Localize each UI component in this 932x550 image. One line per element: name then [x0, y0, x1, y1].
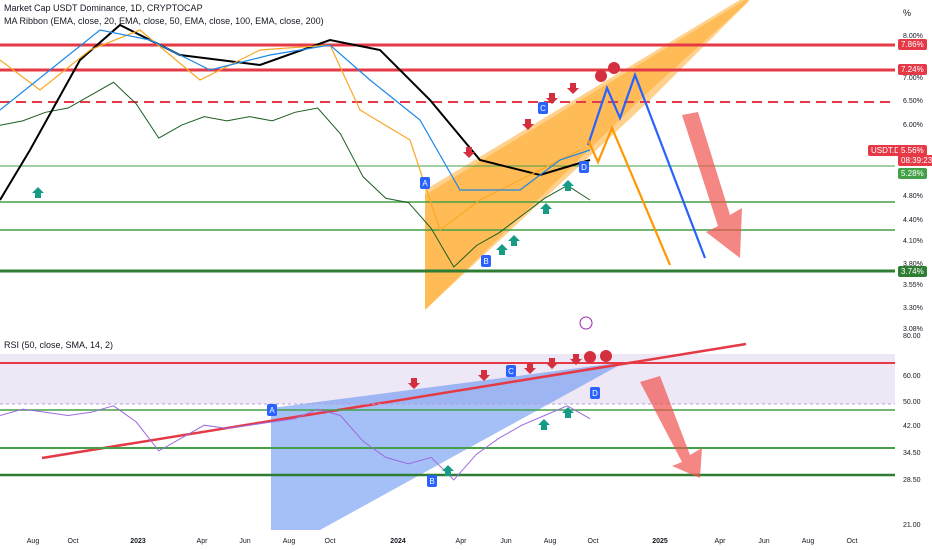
x-tick-label: Aug	[802, 538, 815, 545]
x-tick-label: Oct	[68, 538, 79, 545]
red-down-arrow	[463, 147, 475, 158]
green-up-arrow	[538, 419, 550, 430]
x-tick-label: Aug	[544, 538, 557, 545]
price-tick-label: 8.00%	[903, 33, 923, 40]
chart-title: Market Cap USDT Dominance, 1D, CRYPTOCAP	[4, 3, 203, 13]
red-down-arrow	[524, 363, 536, 374]
price-tick-label: 3.55%	[903, 282, 923, 289]
price-tick-label: 4.40%	[903, 217, 923, 224]
blue-projection	[586, 71, 707, 259]
price-series	[0, 81, 591, 268]
price-tick-label: 7.00%	[903, 75, 923, 82]
red-down-arrow	[408, 378, 420, 389]
rsi-series	[0, 405, 591, 481]
rsi-label: RSI (50, close, SMA, 14, 2)	[4, 340, 114, 350]
green-up-arrow	[508, 235, 520, 246]
marker-label: D	[581, 163, 587, 172]
rsi-tick-label: 21.00	[903, 522, 921, 529]
green-up-arrow	[540, 203, 552, 214]
rsi-tick-label: 60.00	[903, 373, 921, 380]
marker-label-box	[538, 102, 548, 114]
marker-label: B	[483, 257, 488, 266]
marker-label-box	[590, 387, 600, 399]
price-levels	[0, 43, 895, 273]
green-up-arrow	[562, 407, 574, 418]
marker-label: C	[508, 367, 514, 376]
price-tick-label: 6.50%	[903, 98, 923, 105]
percent-label: %	[903, 8, 912, 18]
marker-label-box	[267, 404, 277, 416]
price-tick-label: 6.00%	[903, 122, 923, 129]
tag-symbol: USDT.D	[868, 145, 903, 156]
x-tick-label: Jun	[500, 538, 511, 545]
x-tick-label: Apr	[197, 538, 209, 545]
signal-markers: A B C D A B C D	[32, 62, 620, 487]
marker-label: B	[429, 477, 434, 486]
orange-projection	[586, 125, 672, 266]
red-circle-marker	[608, 62, 620, 74]
marker-label: C	[540, 104, 546, 113]
x-tick-label: Apr	[456, 538, 468, 545]
tag-3-74: 3.74%	[898, 266, 927, 277]
tag-5-28: 5.28%	[898, 168, 927, 179]
marker-label: D	[592, 389, 598, 398]
x-tick-label: Apr	[715, 538, 727, 545]
green-up-arrow	[496, 244, 508, 255]
down-arrow-rsi	[640, 376, 702, 478]
x-tick-label: Aug	[283, 538, 296, 545]
price-tick-label: 3.30%	[903, 305, 923, 312]
red-down-arrow	[567, 83, 579, 94]
red-down-arrow	[478, 370, 490, 381]
y-axis: 8.00%7.00%6.50%6.00%5.50%5.00%4.80%4.40%…	[903, 33, 923, 529]
down-arrow-price	[682, 112, 742, 258]
price-tick-label: 4.80%	[903, 193, 923, 200]
x-tick-label: Oct	[588, 538, 599, 545]
orange-wedge-fill	[425, 0, 748, 310]
rsi-tick-label: 42.00	[903, 423, 921, 430]
rsi-tick-label: 50.00	[903, 399, 921, 406]
x-tick-label: Jun	[239, 538, 250, 545]
x-tick-label: Oct	[325, 538, 336, 545]
red-down-arrow	[546, 93, 558, 104]
red-circle-marker	[584, 351, 596, 363]
green-up-arrow	[562, 180, 574, 191]
x-tick-label: Aug	[27, 538, 40, 545]
red-circle-marker	[595, 70, 607, 82]
marker-label-box	[481, 255, 491, 267]
rsi-tick-label: 80.00	[903, 333, 921, 340]
marker-label-box	[506, 365, 516, 377]
ma-ribbon-label: MA Ribbon (EMA, close, 20, EMA, close, 5…	[4, 16, 324, 26]
price-tick-label: 3.08%	[903, 326, 923, 333]
tag-countdown: 08:39:23	[898, 155, 932, 166]
red-down-arrow	[522, 119, 534, 130]
lightning-icon	[579, 316, 593, 330]
tag-7-86: 7.86%	[898, 39, 927, 50]
tag-current: 5.56%	[898, 145, 927, 156]
price-tick-label: 4.10%	[903, 238, 923, 245]
green-up-arrow	[32, 187, 44, 198]
x-axis: Aug Oct 2023 Apr Jun Aug Oct 2024 Apr Jun Aug Oct 20…	[27, 538, 858, 545]
marker-label-box	[420, 177, 430, 189]
x-tick-label: 2023	[130, 538, 146, 545]
marker-label: A	[269, 406, 275, 415]
marker-label: A	[422, 179, 428, 188]
x-tick-label: Jun	[758, 538, 769, 545]
x-tick-label: 2024	[390, 538, 406, 545]
price-tick-label: 3.80%	[903, 261, 923, 268]
x-tick-label: Oct	[847, 538, 858, 545]
red-circle-marker	[600, 350, 612, 362]
red-down-arrow	[546, 358, 558, 369]
marker-label-box	[579, 161, 589, 173]
ema-200-line	[0, 23, 591, 201]
x-tick-label: 2025	[652, 538, 668, 545]
rsi-tick-label: 34.50	[903, 450, 921, 457]
red-down-arrow	[570, 354, 582, 365]
ema-100-line	[0, 29, 591, 191]
tag-7-24: 7.24%	[898, 64, 927, 75]
green-up-arrow	[442, 465, 454, 476]
rsi-tick-label: 28.50	[903, 477, 921, 484]
marker-label-box	[427, 475, 437, 487]
